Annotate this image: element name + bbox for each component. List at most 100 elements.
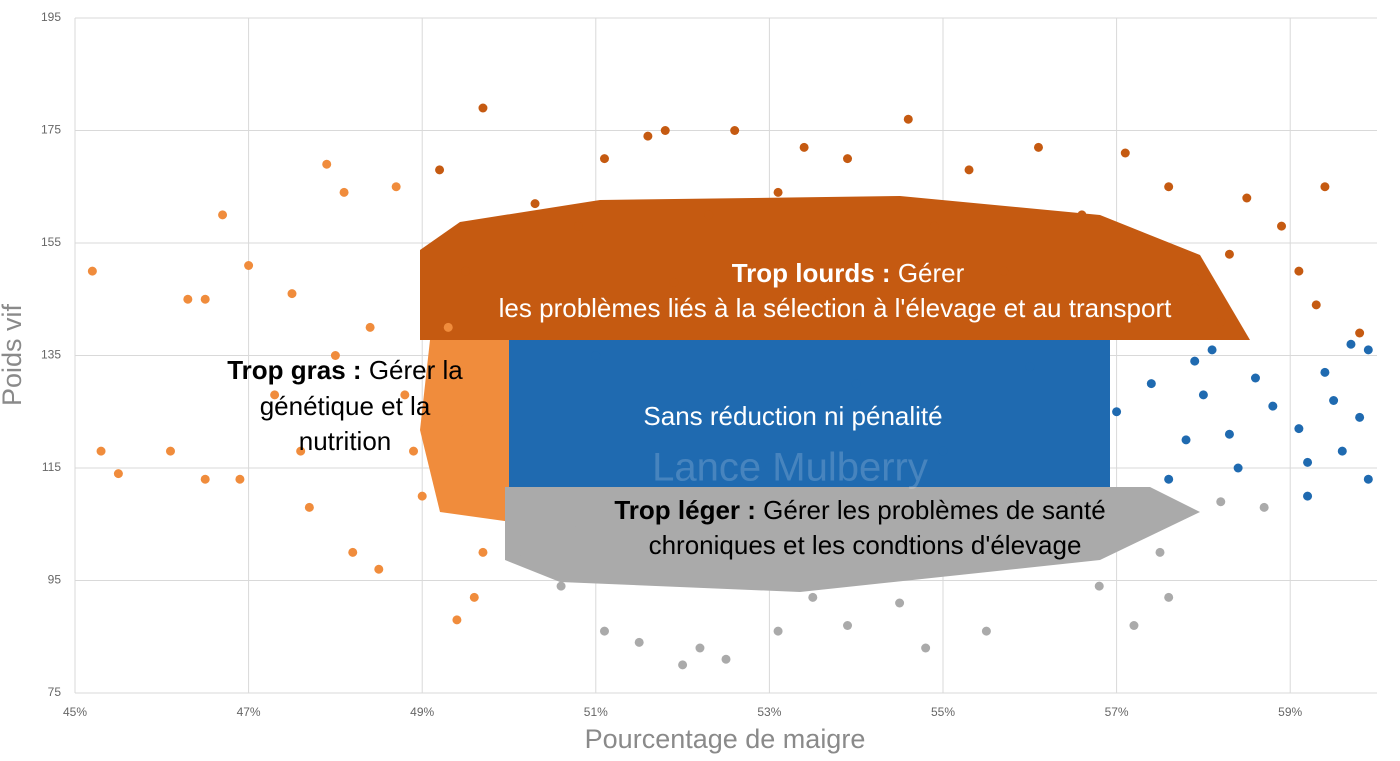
y-tick-label: 135 bbox=[41, 348, 61, 362]
point bbox=[183, 294, 193, 304]
x-tick-label: 51% bbox=[584, 705, 608, 719]
point bbox=[764, 547, 774, 557]
point bbox=[808, 592, 818, 602]
point bbox=[270, 390, 280, 400]
point bbox=[929, 221, 939, 231]
x-tick-label: 55% bbox=[931, 705, 955, 719]
annotation: Trop lourds : Gérer bbox=[732, 258, 965, 288]
point bbox=[730, 126, 740, 135]
annotation: nutrition bbox=[299, 426, 392, 456]
annotation-bold: Trop léger : bbox=[614, 495, 756, 525]
point bbox=[1346, 339, 1356, 349]
point bbox=[678, 660, 688, 670]
point bbox=[1303, 491, 1313, 501]
x-tick-label: 57% bbox=[1105, 705, 1129, 719]
point bbox=[461, 424, 471, 434]
y-tick-label: 195 bbox=[41, 10, 61, 24]
x-tick-label: 45% bbox=[63, 705, 87, 719]
point bbox=[1277, 221, 1287, 231]
point bbox=[1094, 581, 1104, 591]
point bbox=[1129, 621, 1139, 630]
point bbox=[660, 126, 670, 135]
point bbox=[1329, 396, 1339, 405]
dense-ok bbox=[509, 340, 1110, 487]
point bbox=[556, 581, 566, 591]
annotation-text: Gérer les problèmes de santé bbox=[756, 495, 1106, 525]
point bbox=[773, 187, 783, 197]
annotation-bold: Trop gras : bbox=[227, 355, 361, 385]
point bbox=[721, 654, 731, 664]
annotation: chroniques et les condtions d'élevage bbox=[649, 530, 1082, 560]
point bbox=[1216, 497, 1226, 507]
annotation-text: nutrition bbox=[299, 426, 392, 456]
point bbox=[1077, 210, 1087, 220]
annotation: génétique et la bbox=[260, 391, 431, 421]
annotation-text: Sans réduction ni pénalité bbox=[643, 401, 942, 431]
point bbox=[895, 598, 905, 608]
point bbox=[409, 446, 419, 456]
point bbox=[435, 165, 445, 175]
point bbox=[218, 210, 228, 220]
annotation-bold: Trop lourds : bbox=[732, 258, 891, 288]
point bbox=[981, 626, 991, 636]
annotation: les problèmes liés à la sélection à l'él… bbox=[499, 293, 1172, 323]
point bbox=[374, 564, 384, 574]
point bbox=[1303, 457, 1313, 467]
point bbox=[417, 491, 427, 501]
dense-heavy bbox=[420, 196, 1250, 340]
annotation: Sans réduction ni pénalité bbox=[643, 401, 942, 431]
point bbox=[322, 159, 332, 169]
point bbox=[200, 474, 210, 484]
point bbox=[964, 165, 974, 175]
point bbox=[1268, 401, 1278, 411]
watermark: Lance Mulberry bbox=[652, 446, 928, 490]
point bbox=[678, 407, 688, 417]
x-tick-label: 47% bbox=[237, 705, 261, 719]
point bbox=[921, 643, 931, 653]
point bbox=[1363, 345, 1373, 355]
point bbox=[443, 322, 453, 332]
point bbox=[435, 362, 445, 372]
point bbox=[1207, 345, 1217, 355]
point bbox=[669, 277, 679, 287]
point bbox=[1224, 249, 1234, 259]
point bbox=[903, 114, 913, 124]
point bbox=[1164, 592, 1174, 602]
annotation-text: génétique et la bbox=[260, 391, 431, 421]
point bbox=[1068, 491, 1078, 501]
point bbox=[296, 446, 306, 456]
point bbox=[330, 351, 340, 360]
point bbox=[851, 379, 861, 389]
point bbox=[1320, 182, 1330, 192]
point bbox=[816, 294, 826, 304]
point bbox=[426, 407, 436, 417]
x-tick-label: 49% bbox=[410, 705, 434, 719]
point bbox=[1355, 328, 1365, 338]
point bbox=[391, 182, 401, 192]
point bbox=[1112, 407, 1122, 417]
point bbox=[1224, 429, 1234, 439]
point bbox=[799, 142, 809, 152]
point bbox=[1294, 424, 1304, 434]
point bbox=[938, 446, 948, 456]
point bbox=[764, 463, 774, 473]
annotation: Trop léger : Gérer les problèmes de sant… bbox=[614, 495, 1105, 525]
point bbox=[1164, 474, 1174, 484]
y-tick-label: 95 bbox=[48, 573, 62, 587]
annotation: Trop gras : Gérer la bbox=[227, 355, 463, 385]
point bbox=[339, 187, 349, 197]
point bbox=[704, 210, 714, 220]
point bbox=[1311, 300, 1321, 310]
annotation-text: Gérer la bbox=[362, 355, 464, 385]
point bbox=[643, 131, 653, 141]
point bbox=[1033, 542, 1043, 552]
point bbox=[1120, 148, 1130, 158]
point bbox=[521, 300, 531, 310]
point bbox=[1155, 547, 1165, 557]
point bbox=[1216, 317, 1226, 327]
point bbox=[348, 547, 358, 557]
x-tick-label: 59% bbox=[1278, 705, 1302, 719]
point bbox=[843, 621, 853, 630]
point bbox=[487, 491, 497, 501]
